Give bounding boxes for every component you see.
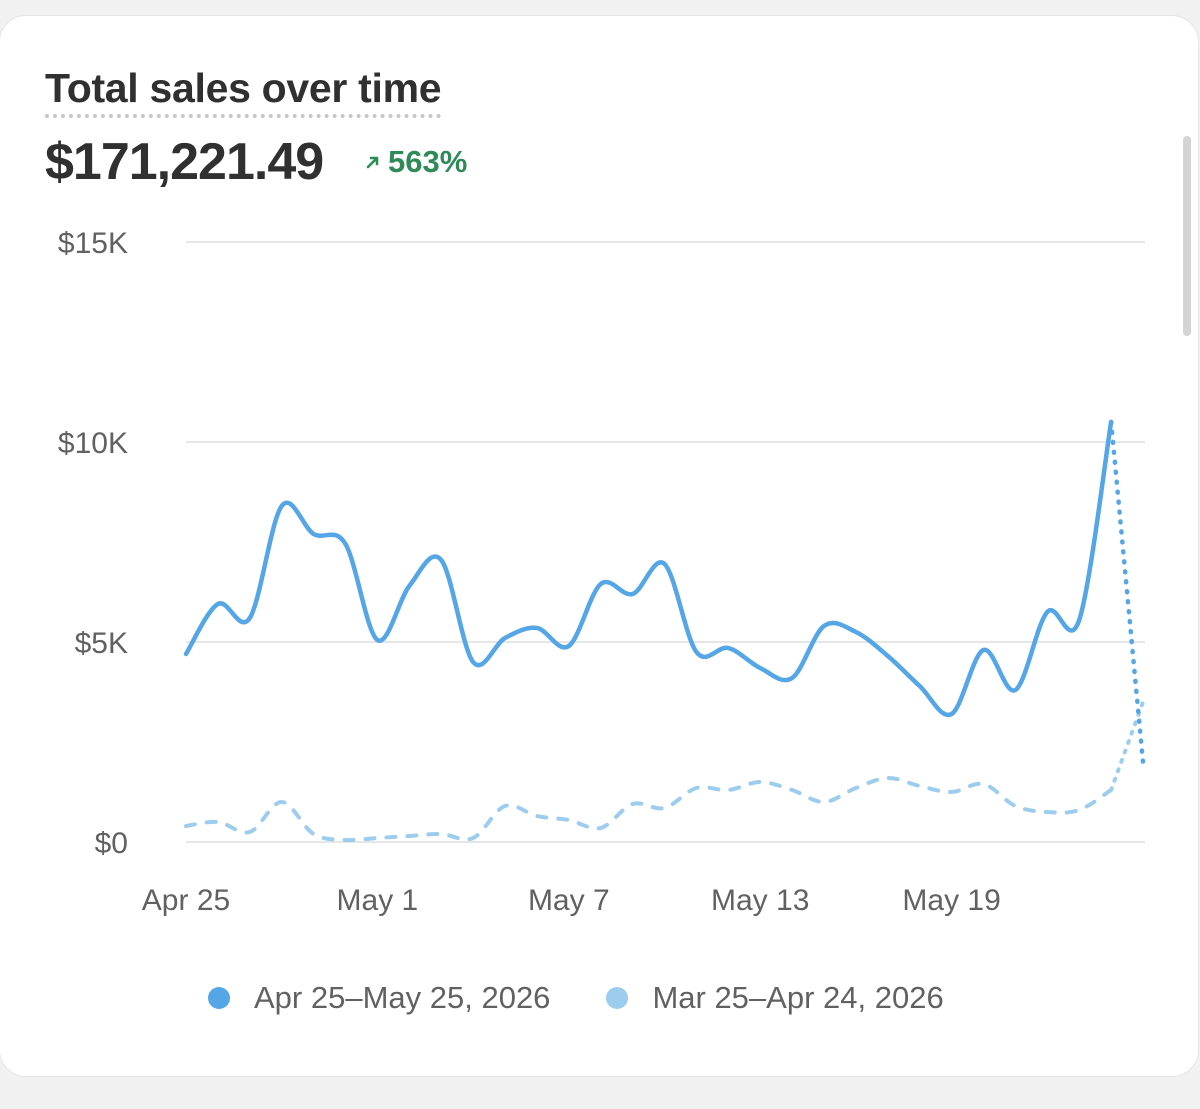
data-point[interactable] — [535, 626, 539, 630]
data-point[interactable] — [216, 602, 220, 606]
data-point[interactable] — [312, 832, 316, 836]
data-point[interactable] — [982, 648, 986, 652]
change-badge: 563% — [364, 145, 467, 179]
y-tick-label: $5K — [75, 627, 128, 660]
data-point[interactable] — [1109, 788, 1113, 792]
data-point[interactable] — [1077, 808, 1081, 812]
data-point[interactable] — [471, 836, 475, 840]
data-point[interactable] — [567, 644, 571, 648]
data-point[interactable] — [1141, 760, 1145, 764]
scrollbar[interactable] — [1183, 136, 1191, 336]
y-tick-label: $15K — [58, 227, 128, 260]
data-point[interactable] — [1045, 610, 1049, 614]
data-point[interactable] — [503, 636, 507, 640]
data-point[interactable] — [726, 788, 730, 792]
data-point[interactable] — [886, 776, 890, 780]
data-point[interactable] — [599, 582, 603, 586]
data-point[interactable] — [1109, 420, 1113, 424]
data-point[interactable] — [822, 800, 826, 804]
data-point[interactable] — [663, 806, 667, 810]
data-point[interactable] — [790, 676, 794, 680]
data-point[interactable] — [344, 838, 348, 842]
data-point[interactable] — [503, 804, 507, 808]
legend-label-previous: Mar 25–Apr 24, 2026 — [652, 980, 944, 1015]
data-point[interactable] — [535, 814, 539, 818]
data-point[interactable] — [918, 684, 922, 688]
data-point[interactable] — [631, 802, 635, 806]
data-point[interactable] — [1013, 688, 1017, 692]
data-point[interactable] — [950, 712, 954, 716]
data-point[interactable] — [694, 650, 698, 654]
data-point[interactable] — [439, 832, 443, 836]
data-point[interactable] — [822, 624, 826, 628]
y-tick-label: $0 — [95, 827, 128, 860]
data-point[interactable] — [344, 542, 348, 546]
legend-label-current: Apr 25–May 25, 2026 — [254, 980, 551, 1015]
data-point[interactable] — [407, 834, 411, 838]
legend: Apr 25–May 25, 2026 Mar 25–Apr 24, 2026 — [208, 980, 1000, 1016]
data-point[interactable] — [726, 646, 730, 650]
data-point[interactable] — [1077, 618, 1081, 622]
data-point[interactable] — [1141, 700, 1145, 704]
data-point[interactable] — [439, 558, 443, 562]
data-point[interactable] — [280, 800, 284, 804]
data-point[interactable] — [184, 652, 188, 656]
data-point[interactable] — [375, 638, 379, 642]
data-point[interactable] — [248, 830, 252, 834]
chart-title[interactable]: Total sales over time — [45, 66, 442, 118]
legend-item-previous[interactable]: Mar 25–Apr 24, 2026 — [606, 980, 944, 1016]
sales-line-chart: $0 $5K $10K $15K Apr 25 May 1 May 7 May 13 May 1… — [58, 227, 1146, 917]
data-point[interactable] — [407, 584, 411, 588]
legend-dot-previous — [606, 987, 629, 1009]
data-point[interactable] — [471, 660, 475, 664]
data-point[interactable] — [216, 820, 220, 824]
change-percent: 563% — [388, 144, 468, 179]
series-line-current-partial — [1108, 419, 1146, 765]
data-point[interactable] — [918, 784, 922, 788]
data-point[interactable] — [312, 532, 316, 536]
series-line-previous-partial — [1109, 700, 1145, 792]
y-tick-label: $10K — [58, 427, 128, 460]
sales-chart-card — [0, 16, 1198, 1076]
arrow-up-right-icon — [364, 153, 382, 171]
data-point[interactable] — [1045, 810, 1049, 814]
data-point[interactable] — [663, 562, 667, 566]
legend-dot-current — [208, 987, 230, 1009]
data-point[interactable] — [375, 836, 379, 840]
data-point[interactable] — [790, 788, 794, 792]
legend-item-current[interactable]: Apr 25–May 25, 2026 — [208, 980, 550, 1016]
data-point[interactable] — [694, 786, 698, 790]
data-point[interactable] — [950, 790, 954, 794]
series-line-current — [183, 419, 1114, 718]
data-point[interactable] — [599, 826, 603, 830]
data-point[interactable] — [758, 780, 762, 784]
data-point[interactable] — [982, 782, 986, 786]
data-point[interactable] — [886, 654, 890, 658]
data-point[interactable] — [1013, 804, 1017, 808]
data-point[interactable] — [567, 818, 571, 822]
data-point[interactable] — [248, 616, 252, 620]
total-sales-value: $171,221.49 — [45, 133, 324, 191]
data-point[interactable] — [854, 786, 858, 790]
x-tick-label: May 1 — [337, 884, 419, 917]
data-point[interactable] — [184, 824, 188, 828]
data-point[interactable] — [631, 592, 635, 596]
x-tick-label: May 7 — [528, 884, 610, 917]
x-tick-label: Apr 25 — [142, 884, 230, 917]
x-tick-label: May 13 — [711, 884, 809, 917]
x-tick-label: May 19 — [902, 884, 1000, 917]
series-line-previous — [184, 775, 1114, 843]
data-point[interactable] — [280, 504, 284, 508]
data-point[interactable] — [758, 666, 762, 670]
data-point[interactable] — [854, 630, 858, 634]
